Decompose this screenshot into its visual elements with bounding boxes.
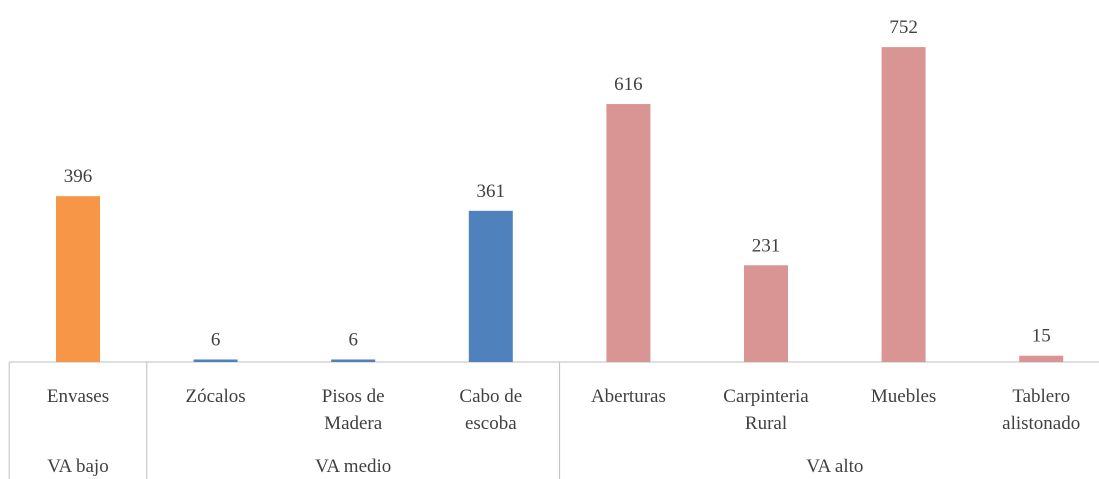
data-label: 6 (348, 329, 358, 350)
bar (1019, 355, 1064, 362)
x-tick-label: Envases (47, 386, 109, 407)
group-label: VA bajo (47, 456, 108, 477)
data-label: 6 (211, 329, 221, 350)
bar (606, 104, 651, 363)
bar (331, 359, 376, 362)
x-tick-label: Aberturas (591, 386, 666, 407)
x-tick-label: Pisos de Madera (322, 386, 385, 434)
data-label: 361 (477, 181, 506, 202)
data-label: 231 (752, 235, 781, 256)
bar (744, 265, 788, 362)
group-label: VA medio (315, 456, 391, 477)
data-label: 15 (1032, 326, 1051, 347)
data-label: 752 (889, 17, 918, 38)
bar (881, 47, 926, 362)
data-label: 396 (64, 166, 93, 187)
x-tick-label: Cabo de escoba (459, 386, 522, 434)
x-tick-label: Carpinteria Rural (723, 386, 809, 434)
data-label: 616 (614, 74, 643, 95)
bar (468, 210, 513, 362)
x-tick-label: Muebles (871, 386, 936, 407)
x-tick-label: Zócalos (186, 386, 246, 407)
bar (56, 196, 100, 362)
x-tick-label: Tablero alistonado (1002, 386, 1080, 434)
bar (193, 359, 238, 362)
group-label: VA alto (806, 456, 863, 477)
